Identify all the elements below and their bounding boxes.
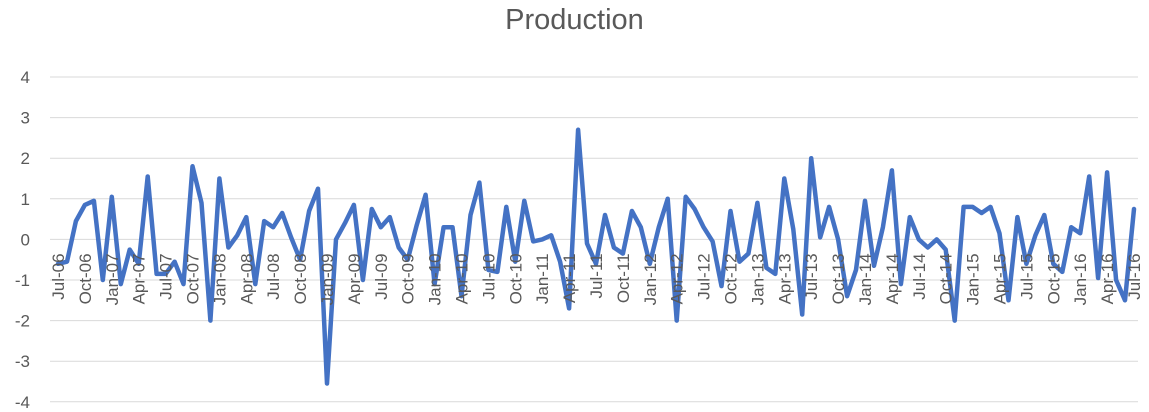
x-tick-label: Oct-06 <box>76 253 95 304</box>
y-tick-label: 1 <box>21 190 30 209</box>
x-tick-label: Jan-10 <box>426 253 445 305</box>
x-tick-label: Apr-12 <box>668 253 687 304</box>
y-tick-label: -3 <box>15 352 30 371</box>
y-tick-label: -2 <box>15 312 30 331</box>
y-tick-label: 2 <box>21 149 30 168</box>
x-tick-label: Jul-09 <box>372 253 391 299</box>
x-tick-label: Jan-12 <box>641 253 660 305</box>
x-tick-label: Jul-06 <box>49 253 68 299</box>
x-tick-label: Jan-08 <box>210 253 229 305</box>
x-tick-label: Jan-09 <box>318 253 337 305</box>
y-tick-label: 0 <box>21 230 30 249</box>
x-tick-label: Apr-15 <box>991 253 1010 304</box>
y-tick-label: 4 <box>21 68 30 87</box>
x-tick-label: Apr-13 <box>775 253 794 304</box>
x-tick-label: Jul-12 <box>695 253 714 299</box>
production-series-line <box>55 127 1137 386</box>
x-tick-label: Oct-10 <box>506 253 525 304</box>
x-tick-label: Jul-10 <box>479 253 498 299</box>
x-tick-label: Apr-11 <box>560 253 579 303</box>
x-tick-label: Apr-07 <box>130 253 149 304</box>
x-tick-label: Apr-08 <box>237 253 256 304</box>
x-tick-label: Oct-15 <box>1044 253 1063 304</box>
x-tick-label: Oct-12 <box>722 253 741 304</box>
y-tick-label: -1 <box>15 271 30 290</box>
chart-title: Production <box>505 4 644 36</box>
x-tick-label: Jul-08 <box>264 253 283 299</box>
x-tick-label: Oct-07 <box>184 253 203 304</box>
y-tick-label: 3 <box>21 109 30 128</box>
x-tick-label: Jul-07 <box>157 253 176 299</box>
x-tick-label: Oct-11 <box>614 253 633 303</box>
x-tick-label: Oct-09 <box>399 253 418 304</box>
x-tick-label: Jan-13 <box>748 253 767 305</box>
x-tick-label: Apr-16 <box>1098 253 1117 304</box>
x-tick-label: Apr-14 <box>883 253 902 304</box>
x-tick-label: Jan-15 <box>964 253 983 305</box>
x-tick-label: Jan-16 <box>1071 253 1090 305</box>
x-tick-label: Apr-09 <box>345 253 364 304</box>
y-tick-label: -4 <box>15 393 30 412</box>
x-tick-label: Jul-11 <box>587 253 606 298</box>
x-tick-label: Oct-13 <box>829 253 848 304</box>
x-tick-label: Oct-08 <box>291 253 310 304</box>
x-tick-label: Jul-14 <box>910 253 929 299</box>
x-tick-label: Jan-07 <box>103 253 122 305</box>
x-tick-label: Jul-13 <box>802 253 821 299</box>
x-tick-label: Jan-14 <box>856 253 875 305</box>
x-tick-label: Oct-14 <box>937 253 956 304</box>
x-tick-label: Apr-10 <box>453 253 472 304</box>
x-tick-label: Jul-16 <box>1125 253 1144 299</box>
x-tick-label: Jul-15 <box>1017 253 1036 299</box>
x-tick-label: Jan-11 <box>533 253 552 304</box>
